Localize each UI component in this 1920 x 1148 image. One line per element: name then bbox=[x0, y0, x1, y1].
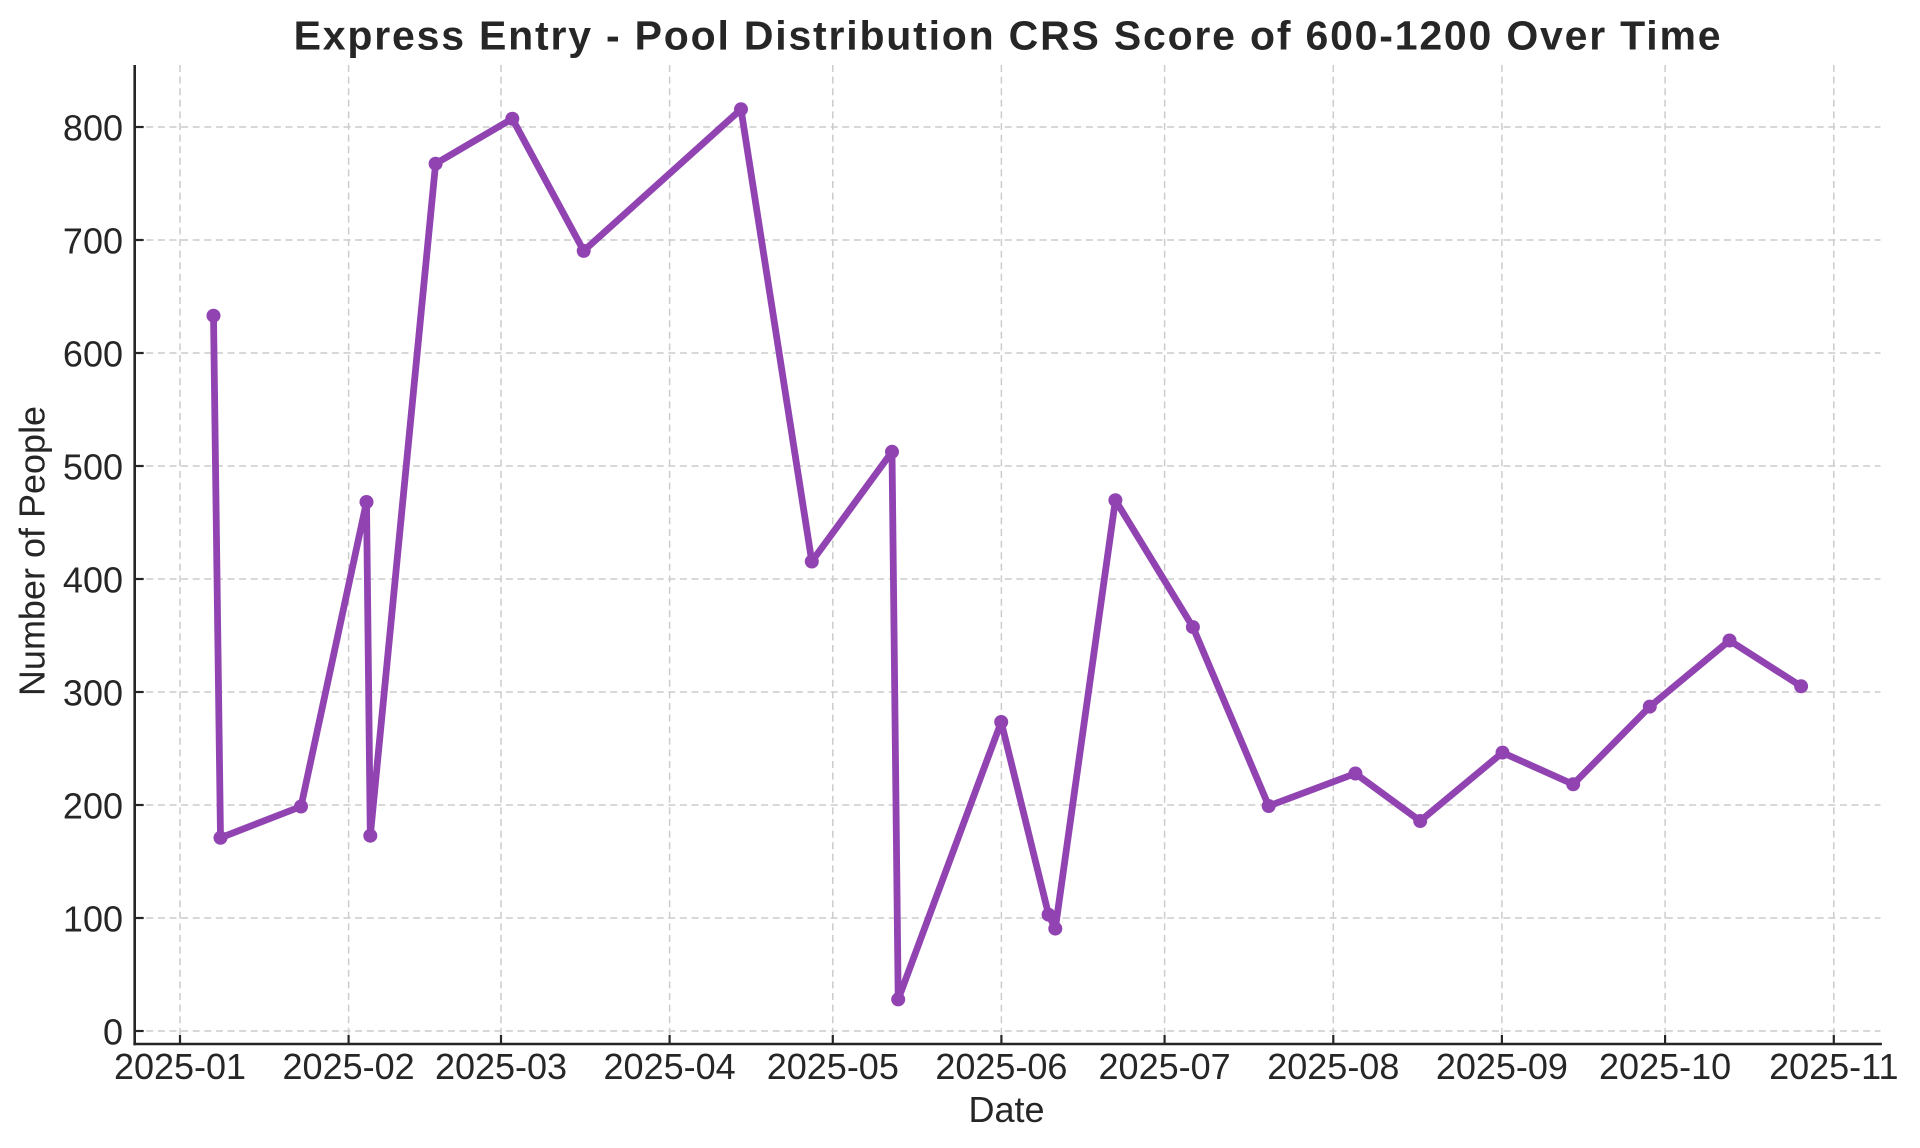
svg-text:200: 200 bbox=[63, 786, 123, 827]
svg-text:100: 100 bbox=[63, 899, 123, 940]
svg-text:Express Entry - Pool Distribut: Express Entry - Pool Distribution CRS Sc… bbox=[294, 13, 1723, 59]
svg-text:2025-06: 2025-06 bbox=[935, 1046, 1067, 1087]
svg-text:400: 400 bbox=[63, 560, 123, 601]
svg-text:2025-10: 2025-10 bbox=[1599, 1046, 1731, 1087]
svg-text:300: 300 bbox=[63, 673, 123, 714]
svg-text:600: 600 bbox=[63, 334, 123, 375]
svg-text:2025-03: 2025-03 bbox=[435, 1046, 567, 1087]
svg-text:500: 500 bbox=[63, 447, 123, 488]
svg-text:2025-11: 2025-11 bbox=[1769, 1046, 1898, 1087]
svg-text:800: 800 bbox=[63, 108, 123, 149]
svg-text:0: 0 bbox=[103, 1012, 123, 1053]
svg-text:2025-07: 2025-07 bbox=[1099, 1046, 1231, 1087]
svg-text:2025-02: 2025-02 bbox=[283, 1046, 415, 1087]
svg-text:2025-04: 2025-04 bbox=[604, 1046, 736, 1087]
svg-text:Date: Date bbox=[968, 1089, 1044, 1130]
svg-text:700: 700 bbox=[63, 221, 123, 262]
svg-text:2025-08: 2025-08 bbox=[1267, 1046, 1399, 1087]
svg-text:Number of People: Number of People bbox=[12, 406, 53, 696]
svg-text:2025-05: 2025-05 bbox=[767, 1046, 899, 1087]
svg-text:2025-01: 2025-01 bbox=[114, 1046, 246, 1087]
svg-text:2025-09: 2025-09 bbox=[1436, 1046, 1568, 1087]
